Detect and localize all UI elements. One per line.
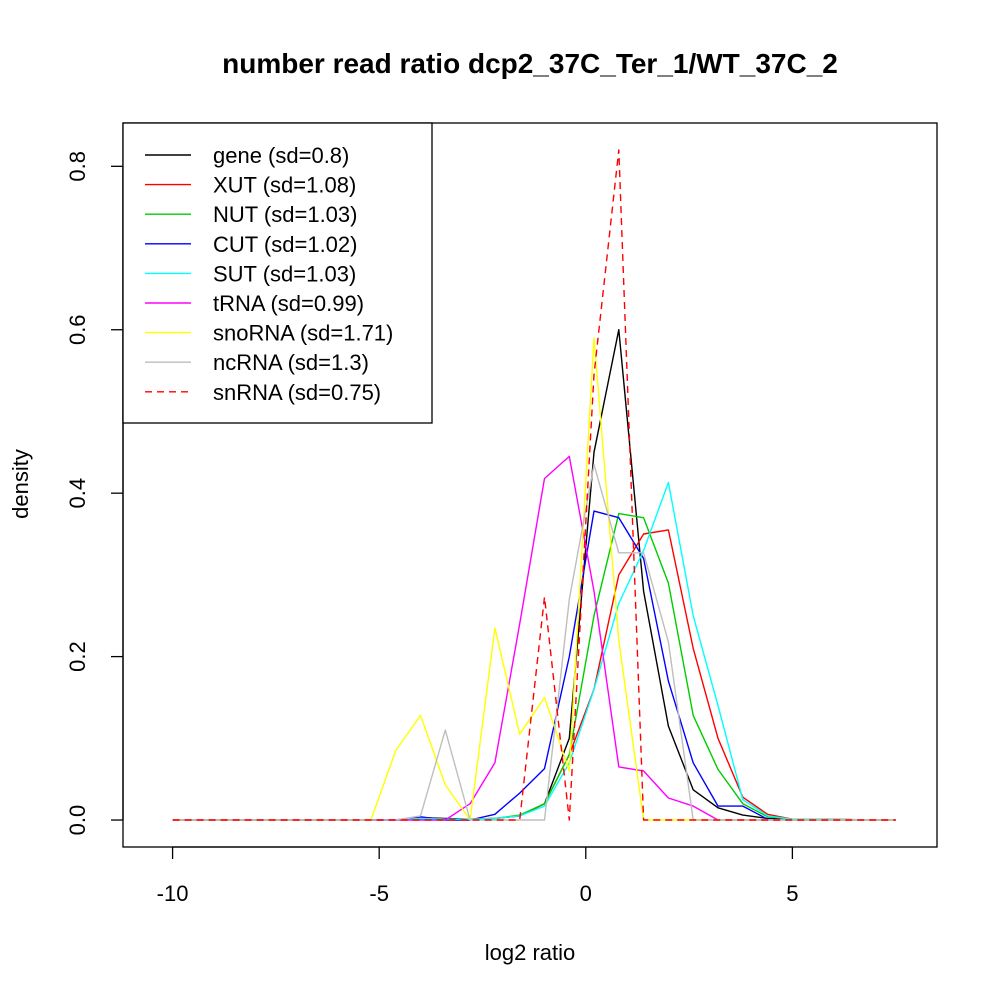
legend-label-nut: NUT (sd=1.03) — [213, 202, 357, 227]
y-tick-label: 0.2 — [65, 641, 90, 672]
legend-label-ncrna: ncRNA (sd=1.3) — [213, 350, 369, 375]
series-line-snrna — [172, 149, 896, 821]
x-tick-label: 0 — [580, 881, 592, 906]
x-tick-label: 5 — [786, 881, 798, 906]
y-tick-label: 0.8 — [65, 151, 90, 182]
legend-label-cut: CUT (sd=1.02) — [213, 232, 357, 257]
legend-label-snrna: snRNA (sd=0.75) — [213, 380, 381, 405]
x-axis-label: log2 ratio — [485, 940, 576, 965]
series-line-sut — [172, 481, 896, 821]
y-tick-label: 0.6 — [65, 314, 90, 345]
y-tick-label: 0.0 — [65, 805, 90, 836]
series-line-snorna — [172, 337, 896, 821]
legend-label-xut: XUT (sd=1.08) — [213, 173, 356, 198]
y-tick-label: 0.4 — [65, 478, 90, 509]
x-tick-label: -5 — [369, 881, 389, 906]
legend-label-sut: SUT (sd=1.03) — [213, 261, 356, 286]
series-line-ncrna — [172, 463, 896, 821]
legend-label-gene: gene (sd=0.8) — [213, 143, 349, 168]
y-axis-label: density — [8, 449, 33, 519]
legend-label-trna: tRNA (sd=0.99) — [213, 291, 364, 316]
x-tick-label: -10 — [157, 881, 189, 906]
legend-label-snorna: snoRNA (sd=1.71) — [213, 321, 393, 346]
series-line-cut — [172, 510, 896, 821]
series-lines — [172, 149, 896, 821]
x-axis: -10 -5 0 5 — [157, 846, 799, 906]
legend: gene (sd=0.8) XUT (sd=1.08) NUT (sd=1.03) C… — [122, 122, 433, 424]
chart-title: number read ratio dcp2_37C_Ter_1/WT_37C_… — [222, 48, 838, 79]
